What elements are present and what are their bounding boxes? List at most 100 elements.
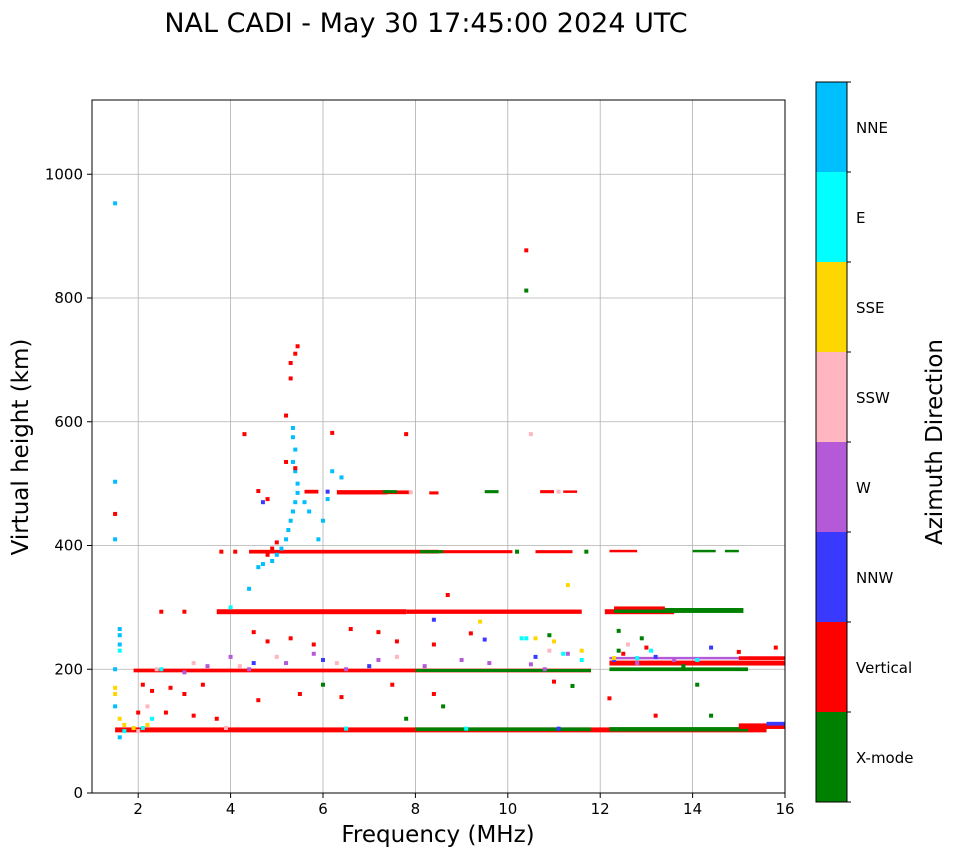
echo-point [579,657,584,662]
trace-segment [415,668,591,673]
trace-segment [304,489,319,494]
echo-point [681,664,686,669]
echo-point [561,651,566,656]
echo-point [653,713,658,718]
x-tick-label: 10 [498,800,517,818]
echo-point [182,692,187,696]
echo-point [117,648,122,653]
trace-segment [614,607,744,613]
trace-segment [766,721,785,726]
echo-point [565,651,570,656]
echo-point [154,667,159,672]
x-tick-label: 8 [411,800,421,818]
echo-point [515,549,520,554]
echo-point [441,704,446,709]
echo-point [113,692,118,696]
echo-point [311,651,316,656]
echo-point [311,642,316,647]
echo-point [256,489,261,494]
echo-traces [115,489,785,733]
echo-point [131,726,136,731]
echo-point [431,617,436,622]
echo-point [390,682,395,687]
echo-point [625,642,630,647]
echo-point [136,710,141,715]
echo-point [219,549,224,554]
echo-point [404,716,409,721]
echo-point [321,657,325,662]
echo-point [145,704,150,709]
colorbar-tick-label: NNE [856,119,888,137]
colorbar-tick-label: SSE [856,299,885,317]
colorbar-segment [816,262,847,352]
echo-point [468,631,473,636]
echo-point [288,518,293,523]
echo-point [214,716,219,721]
x-tick-label: 2 [133,800,143,818]
echo-point [773,645,778,650]
echo-point [344,726,349,731]
echo-point [260,500,265,505]
echo-point [616,628,621,633]
x-tick-label: 4 [226,800,236,818]
echo-point [286,528,291,533]
trace-segment [429,491,439,495]
echo-point [228,654,233,659]
echo-point [376,630,381,635]
echo-point [348,627,353,632]
trace-segment [609,549,638,553]
x-axis-label: Frequency (MHz) [341,822,534,848]
echo-point [459,657,464,662]
trace-segment [724,549,739,553]
echo-point [653,654,658,659]
trace-segment [216,609,407,615]
echo-point [293,469,298,474]
plot-area: 2 4 6 8 10 12 14 16 0 200 400 600 800 1000 [45,99,795,818]
colorbar-segment [816,172,847,262]
colorbar-segment [816,82,847,172]
echo-point [293,500,298,505]
echo-point [524,248,529,253]
echo-point [284,537,289,542]
echo-point [394,639,399,644]
trace-segment [336,490,388,495]
echo-point [325,489,330,494]
echo-point [547,648,552,653]
x-tick-label: 14 [683,800,702,818]
echo-point [307,509,312,514]
trace-segment [609,727,749,732]
echo-point [464,726,469,731]
colorbar-tick-label: X-mode [856,749,913,767]
echo-point [404,432,409,437]
echo-point [228,605,233,610]
colorbar-tick-label: W [856,479,871,497]
x-tick-label: 16 [775,800,794,818]
echo-point [422,664,427,669]
echo-point [242,432,247,437]
echo-point [168,685,173,690]
echo-point [117,716,122,721]
colorbar-tick-label: SSW [856,389,890,407]
echo-point [376,657,381,662]
echo-point [200,682,205,687]
echo-point [265,552,270,557]
echo-point [528,432,533,437]
echo-point [302,500,307,505]
echo-point [117,633,122,638]
colorbar-segment [816,622,847,712]
colorbar-tick-label: NNW [856,569,893,587]
y-tick-label: 1000 [45,165,83,183]
echo-point [237,664,242,669]
echo-point [367,664,372,669]
echo-point [256,565,261,570]
echo-points [113,201,778,740]
trace-segment [609,667,749,672]
echo-point [205,664,210,669]
echo-point [265,497,270,502]
trace-segment [540,490,554,494]
echo-point [431,692,436,696]
echo-point [556,726,561,731]
echo-point [344,667,349,672]
echo-point [274,654,279,659]
